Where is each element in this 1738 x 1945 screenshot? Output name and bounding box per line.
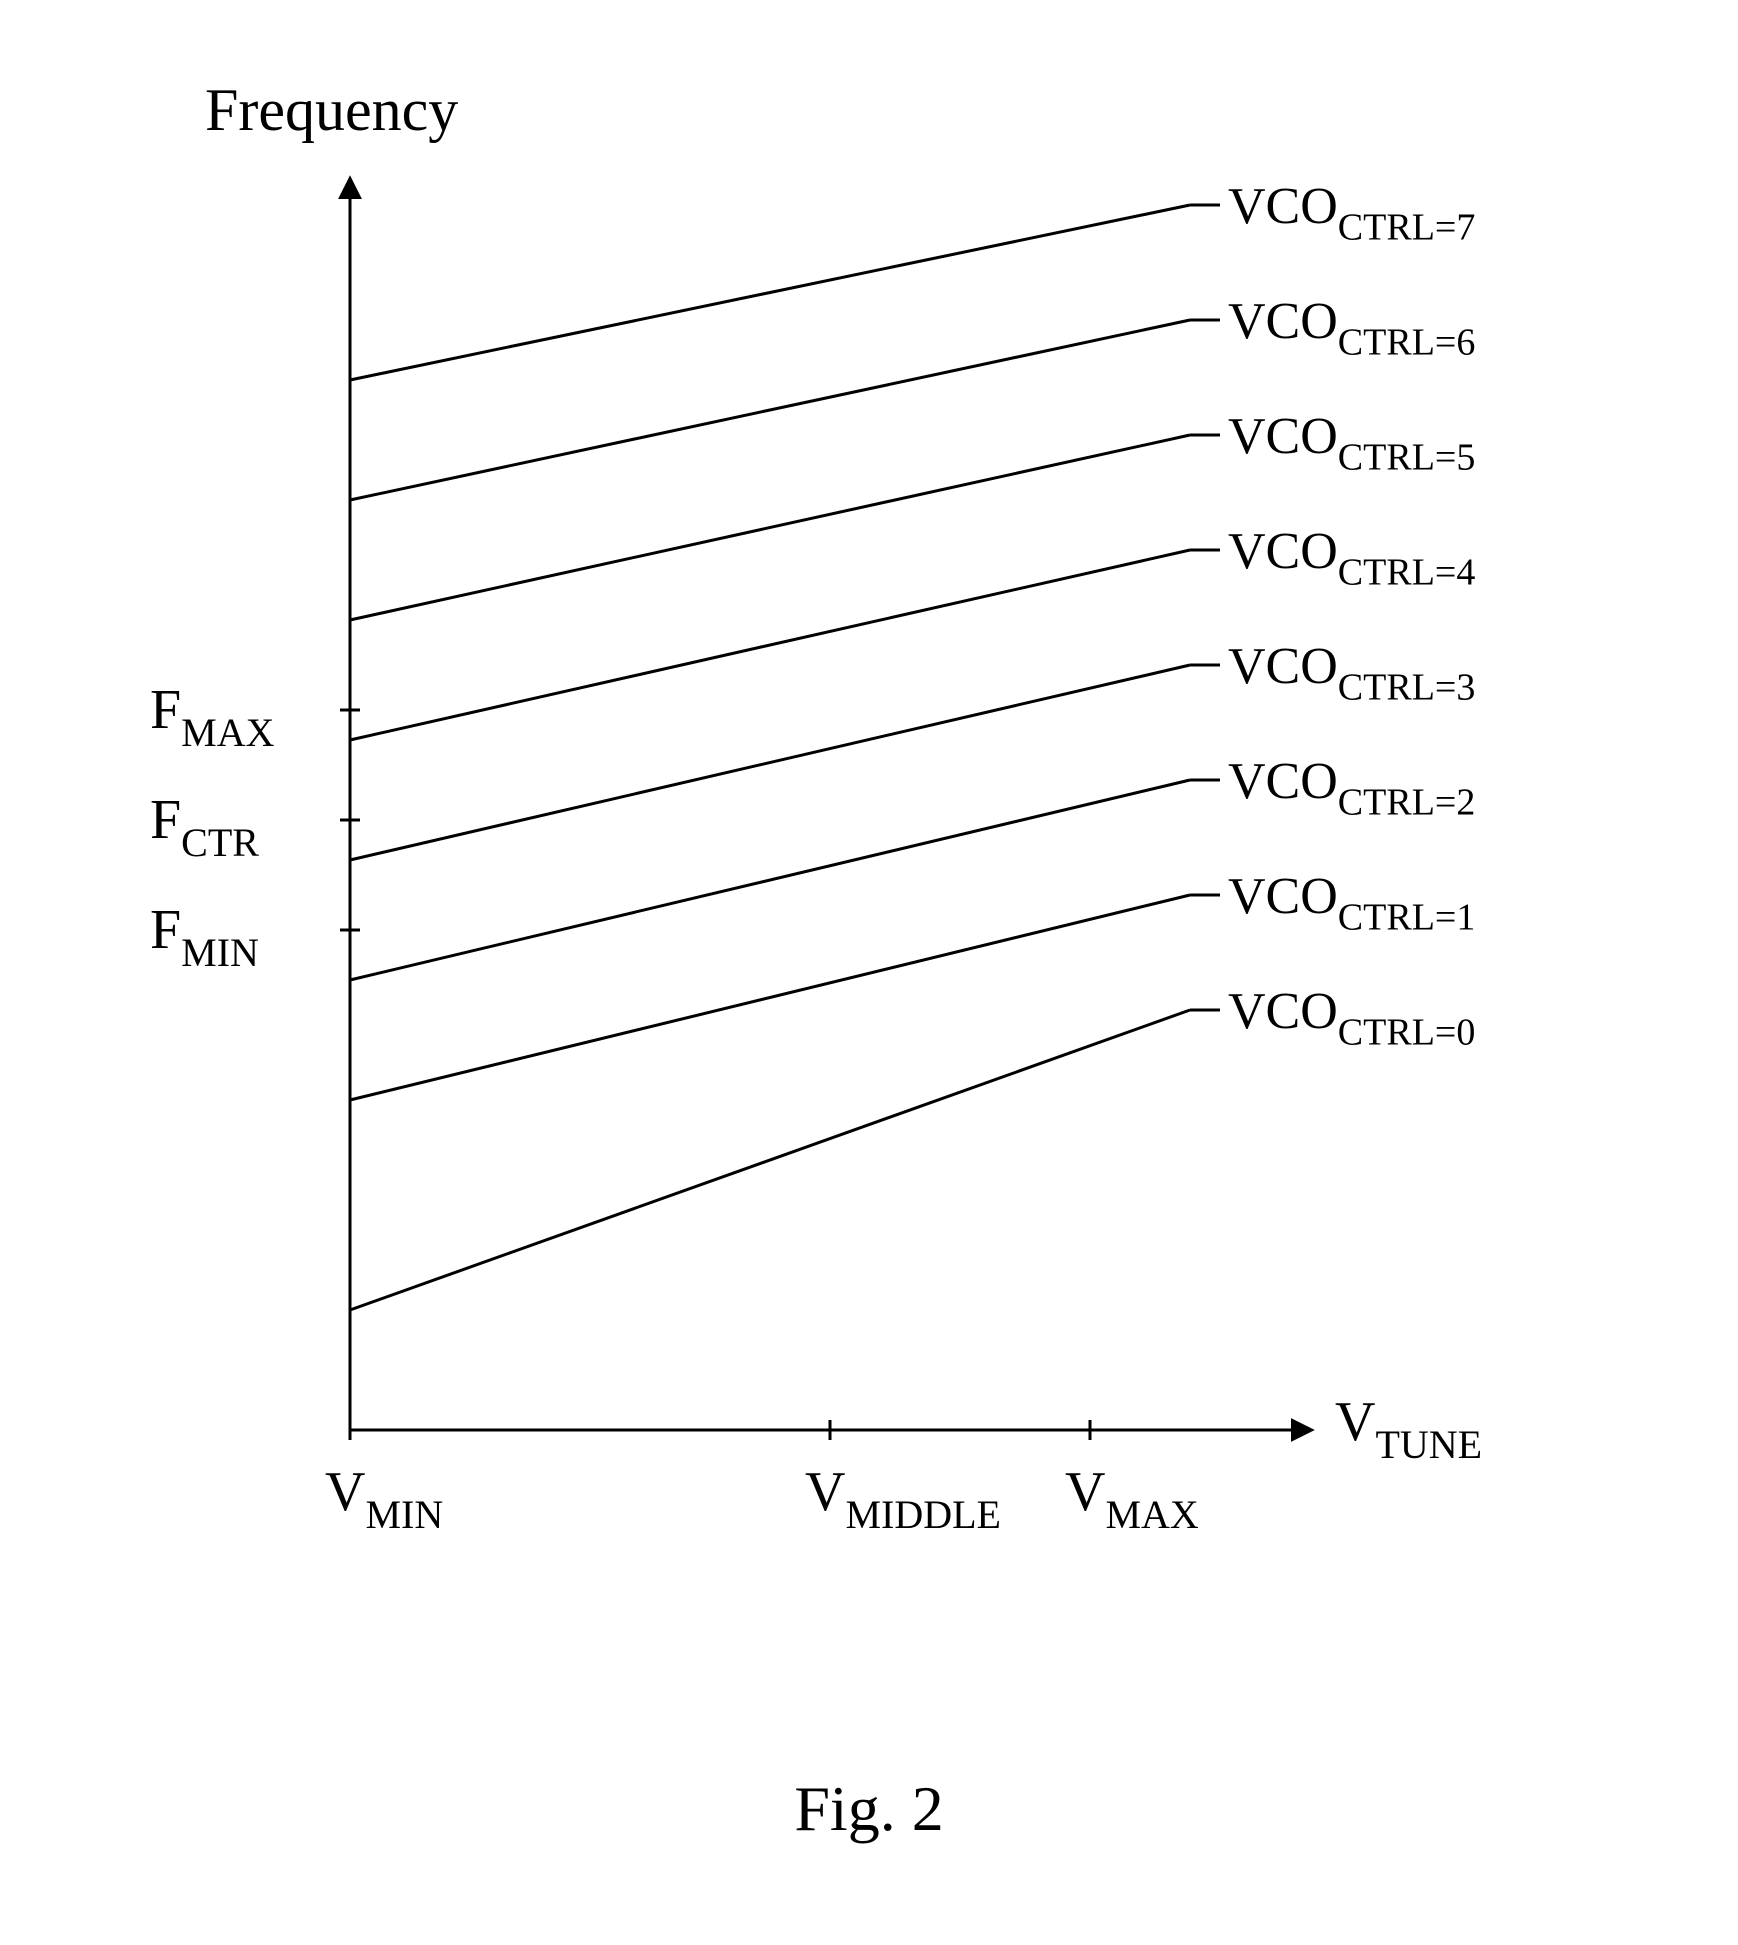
vco-line-ctrl-6 <box>350 320 1190 500</box>
x-axis-title: VTUNE <box>1335 1391 1482 1467</box>
vco-line-ctrl-2 <box>350 780 1190 980</box>
vco-line-ctrl-1 <box>350 895 1190 1100</box>
x-tick-label-1: VMIDDLE <box>805 1461 1001 1537</box>
vco-line-label-1: VCOCTRL=1 <box>1228 868 1475 939</box>
chart-svg: Frequency FMAX FCTR FMIN VMIN VMIDDLE VMAX VTUN… <box>0 0 1738 1945</box>
vco-line-ctrl-4 <box>350 550 1190 740</box>
vco-line-ctrl-5 <box>350 435 1190 620</box>
vco-line-label-2: VCOCTRL=2 <box>1228 753 1475 824</box>
figure-caption: Fig. 2 <box>794 1773 943 1844</box>
vco-line-ctrl-7 <box>350 205 1190 380</box>
vco-frequency-chart: Frequency FMAX FCTR FMIN VMIN VMIDDLE VMAX VTUN… <box>0 0 1738 1945</box>
y-tick-label-1: FCTR <box>150 789 259 865</box>
x-tick-label-2: VMAX <box>1065 1461 1199 1537</box>
vco-line-label-0: VCOCTRL=0 <box>1228 983 1475 1054</box>
vco-line-label-7: VCOCTRL=7 <box>1228 178 1475 249</box>
vco-line-label-4: VCOCTRL=4 <box>1228 523 1475 594</box>
vco-line-ctrl-0 <box>350 1010 1190 1310</box>
y-tick-label-2: FMIN <box>150 899 259 975</box>
vco-line-ctrl-3 <box>350 665 1190 860</box>
y-axis-title: Frequency <box>205 77 458 143</box>
vco-line-label-6: VCOCTRL=6 <box>1228 293 1475 364</box>
vco-line-label-3: VCOCTRL=3 <box>1228 638 1475 709</box>
vco-line-label-5: VCOCTRL=5 <box>1228 408 1475 479</box>
x-tick-label-0: VMIN <box>325 1461 443 1537</box>
y-tick-label-0: FMAX <box>150 679 275 755</box>
